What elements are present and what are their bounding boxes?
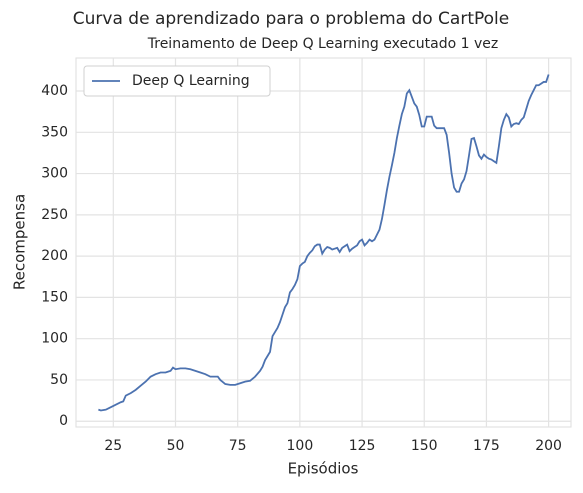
y-axis-label: Recompensa: [11, 194, 29, 290]
y-tick-label: 50: [50, 372, 68, 388]
y-tick-label: 150: [41, 289, 68, 305]
y-tick-label: 200: [41, 248, 68, 264]
x-axis-label: Episódios: [288, 460, 359, 478]
chart-title: Curva de aprendizado para o problema do …: [73, 9, 509, 29]
y-tick-label: 100: [41, 331, 68, 347]
x-tick-label: 150: [411, 438, 438, 454]
y-tick-label: 300: [41, 166, 68, 182]
x-tick-label: 100: [287, 438, 314, 454]
data-line: [98, 74, 550, 412]
y-tick-label: 400: [41, 83, 68, 99]
chart-subtitle: Treinamento de Deep Q Learning executado…: [147, 36, 499, 52]
x-tick-label: 75: [229, 438, 247, 454]
x-tick-label: 175: [473, 438, 500, 454]
legend-label: Deep Q Learning: [132, 73, 250, 89]
y-tick-label: 250: [41, 207, 68, 223]
legend-box: [83, 65, 271, 97]
x-tick-label: 125: [349, 438, 376, 454]
x-tick-label: 25: [104, 438, 122, 454]
plot-area: [75, 57, 572, 428]
y-tick-label: 350: [41, 124, 68, 140]
y-tick-label: 0: [59, 413, 68, 429]
x-tick-label: 200: [535, 438, 562, 454]
x-tick-label: 50: [167, 438, 185, 454]
